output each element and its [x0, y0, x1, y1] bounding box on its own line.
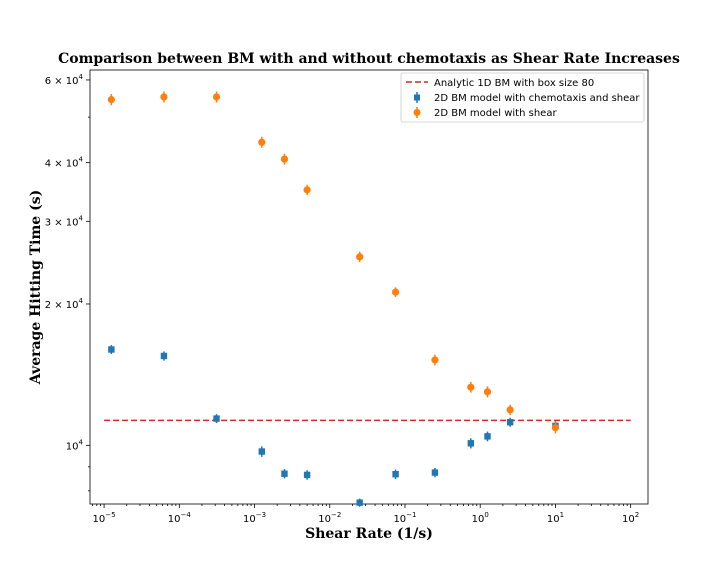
shear-point	[107, 95, 115, 104]
x-axis: 10−5 10−4 10−3 10−2 10−1 100 101 102	[92, 504, 639, 525]
y-tick-label: 3 × 104	[45, 214, 84, 228]
chemotaxis-point	[108, 346, 115, 353]
x-tick-label: 101	[547, 511, 564, 525]
series-layer	[107, 91, 560, 507]
legend-label-chemotaxis: 2D BM model with chemotaxis and shear	[434, 93, 640, 104]
x-tick-label: 102	[622, 511, 639, 525]
shear-point	[303, 186, 311, 194]
y-tick-label: 104	[66, 438, 84, 452]
shear-point	[356, 253, 364, 261]
chemotaxis-point	[281, 470, 288, 477]
y-tick-label: 6 × 104	[45, 73, 84, 87]
shear-point	[160, 93, 168, 101]
chemotaxis-point	[213, 415, 220, 422]
shear-point	[551, 424, 560, 432]
chemotaxis-point	[258, 448, 266, 455]
x-tick-label: 10−1	[393, 511, 416, 525]
y-tick-label: 4 × 104	[45, 156, 84, 170]
legend-chemotaxis-marker	[414, 94, 420, 101]
chemotaxis-point	[392, 471, 399, 478]
shear-point	[280, 155, 289, 163]
chemotaxis-point	[303, 471, 311, 479]
chemotaxis-point	[356, 499, 363, 506]
chemotaxis-point	[467, 440, 475, 447]
shear-point	[467, 383, 475, 391]
shear-point	[212, 93, 221, 101]
y-axis-label: Average Hitting Time (s)	[28, 190, 44, 385]
y-axis: 104 2 × 104 3 × 104 4 × 104 6 × 104	[45, 73, 90, 492]
chemotaxis-point	[484, 433, 491, 440]
shear-point	[258, 138, 266, 146]
chart-title: Comparison between BM with and without c…	[58, 51, 680, 67]
legend: Analytic 1D BM with box size 80 2D BM mo…	[400, 72, 645, 123]
chemotaxis-point	[160, 352, 168, 360]
legend-label-ref: Analytic 1D BM with box size 80	[434, 78, 594, 89]
x-tick-label: 100	[472, 511, 489, 525]
chemotaxis-point	[506, 419, 514, 426]
legend-box	[400, 72, 645, 123]
plot-area	[89, 69, 649, 505]
x-tick-label: 10−2	[318, 511, 341, 525]
shear-point	[431, 356, 439, 364]
x-axis-label: Shear Rate (1/s)	[305, 526, 433, 542]
shear-point	[391, 288, 400, 296]
shear-point	[483, 388, 492, 396]
shear-point	[506, 406, 514, 414]
legend-shear-marker	[413, 109, 421, 116]
x-tick-label: 10−3	[243, 511, 266, 525]
x-tick-label: 10−4	[168, 511, 192, 525]
legend-label-shear: 2D BM model with shear	[434, 108, 557, 119]
chemotaxis-point	[431, 469, 439, 476]
x-tick-label: 10−5	[93, 511, 116, 525]
y-tick-label: 2 × 104	[45, 297, 84, 311]
